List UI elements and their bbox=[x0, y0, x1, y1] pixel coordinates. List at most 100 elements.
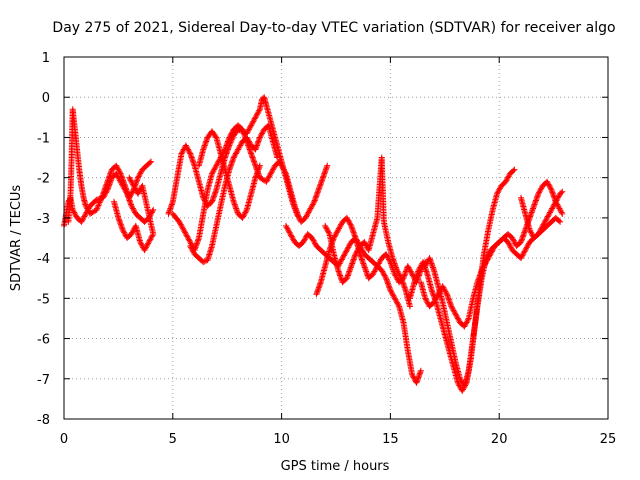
data-point bbox=[496, 185, 503, 192]
data-point bbox=[258, 131, 265, 138]
data-point bbox=[284, 225, 291, 232]
data-point bbox=[243, 134, 250, 141]
data-point bbox=[544, 178, 551, 185]
data-point bbox=[311, 239, 318, 246]
data-point bbox=[422, 261, 429, 268]
data-point bbox=[377, 257, 384, 264]
data-point bbox=[433, 295, 440, 302]
series-arc-8 bbox=[282, 222, 424, 386]
data-point bbox=[520, 251, 527, 258]
x-axis-label: GPS time / hours bbox=[281, 459, 390, 474]
data-point bbox=[337, 222, 344, 229]
data-point bbox=[552, 200, 559, 207]
data-point bbox=[179, 224, 186, 231]
data-point bbox=[185, 235, 192, 241]
data-point bbox=[308, 204, 315, 211]
data-point bbox=[214, 159, 221, 166]
data-point bbox=[353, 249, 360, 256]
data-point bbox=[233, 149, 240, 156]
data-point bbox=[282, 222, 289, 229]
data-point bbox=[454, 314, 461, 321]
data-point bbox=[119, 226, 126, 233]
data-point bbox=[346, 218, 353, 225]
data-point bbox=[96, 200, 103, 207]
data-point bbox=[114, 165, 121, 172]
data-point bbox=[528, 229, 535, 236]
data-point bbox=[557, 218, 564, 225]
data-point bbox=[177, 221, 184, 228]
data-point bbox=[213, 162, 220, 169]
data-point bbox=[543, 216, 550, 223]
data-point bbox=[383, 252, 390, 259]
data-point bbox=[285, 228, 292, 235]
data-point bbox=[494, 189, 501, 196]
data-point bbox=[378, 267, 385, 274]
data-point bbox=[511, 239, 518, 246]
data-point bbox=[559, 210, 566, 217]
x-tick-label: 20 bbox=[491, 432, 508, 447]
data-point bbox=[343, 248, 350, 255]
data-point bbox=[547, 185, 554, 192]
data-point bbox=[535, 230, 542, 237]
data-point bbox=[451, 310, 458, 317]
data-point bbox=[333, 230, 339, 237]
data-point bbox=[84, 206, 91, 213]
data-point bbox=[524, 243, 531, 250]
data-point bbox=[232, 150, 239, 157]
data-point bbox=[303, 213, 310, 220]
series-arc-7 bbox=[195, 128, 263, 221]
data-point bbox=[537, 186, 544, 193]
data-point bbox=[556, 217, 563, 224]
data-point bbox=[138, 184, 145, 191]
data-point bbox=[137, 170, 144, 177]
data-point bbox=[549, 204, 556, 211]
data-point bbox=[450, 307, 457, 314]
data-point bbox=[201, 258, 208, 265]
y-axis-label: SDTVAR / TECUs bbox=[9, 185, 24, 292]
data-point bbox=[518, 253, 525, 260]
data-point bbox=[129, 189, 136, 196]
data-point bbox=[355, 245, 362, 252]
data-point bbox=[309, 236, 316, 243]
data-point bbox=[522, 247, 529, 254]
data-point bbox=[227, 131, 234, 138]
data-point bbox=[442, 288, 449, 295]
data-point bbox=[311, 240, 318, 247]
data-point bbox=[79, 217, 86, 224]
data-point bbox=[486, 252, 493, 259]
data-point bbox=[302, 214, 309, 221]
data-point bbox=[504, 174, 511, 181]
data-point bbox=[227, 133, 234, 140]
data-point bbox=[382, 273, 389, 280]
data-point bbox=[229, 129, 236, 136]
data-point bbox=[296, 214, 303, 221]
data-point bbox=[190, 248, 197, 255]
data-point bbox=[478, 267, 485, 274]
data-point bbox=[546, 210, 553, 217]
data-point bbox=[441, 285, 448, 292]
data-point bbox=[461, 323, 468, 330]
data-point bbox=[307, 205, 314, 212]
data-point bbox=[99, 192, 106, 199]
data-point bbox=[127, 177, 134, 184]
data-point bbox=[245, 137, 252, 144]
data-point bbox=[184, 145, 191, 152]
data-point bbox=[255, 108, 262, 115]
data-point bbox=[71, 210, 78, 217]
data-point bbox=[97, 196, 104, 203]
data-point bbox=[526, 226, 533, 233]
data-point bbox=[480, 263, 487, 270]
data-point bbox=[538, 185, 545, 192]
data-point bbox=[309, 201, 316, 208]
data-point bbox=[142, 244, 149, 251]
data-point bbox=[465, 316, 472, 323]
data-point bbox=[416, 265, 423, 272]
data-point bbox=[494, 190, 501, 197]
data-point bbox=[371, 268, 378, 275]
data-point bbox=[306, 206, 313, 213]
data-point bbox=[176, 218, 183, 225]
data-point bbox=[79, 216, 86, 223]
data-point bbox=[436, 288, 443, 295]
x-tick-label: 5 bbox=[169, 432, 177, 447]
data-point bbox=[504, 239, 511, 246]
